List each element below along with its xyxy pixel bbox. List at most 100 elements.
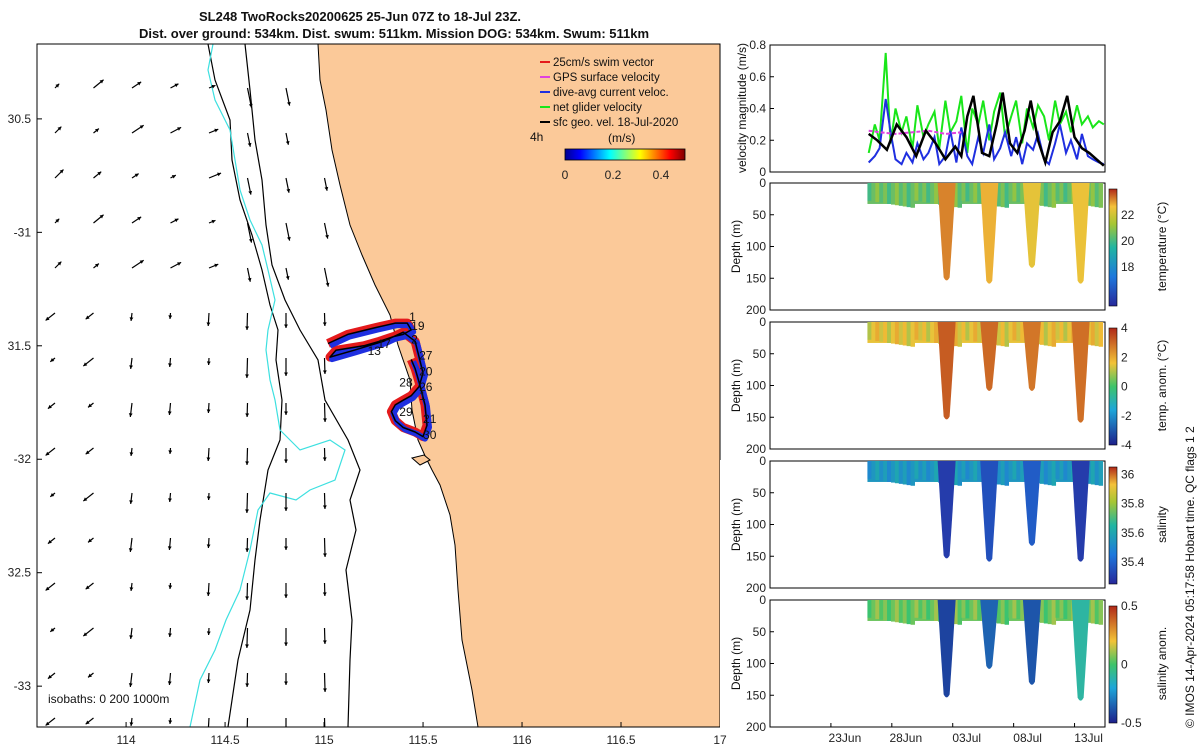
profile-cell <box>910 183 915 208</box>
speed-colorbar-tick-label: 0 <box>562 168 569 182</box>
current-arrow-head <box>211 84 216 89</box>
current-arrow-head <box>248 103 253 108</box>
profile-cell <box>969 600 974 620</box>
profile-y-tick-label: 100 <box>746 518 766 532</box>
profile-cell <box>1090 600 1096 624</box>
profile-y-tick-label: 150 <box>746 271 766 285</box>
current-arrow-head <box>323 553 327 557</box>
profile-cell <box>914 461 919 479</box>
profile-colorbar-tick-label: 2 <box>1121 350 1128 364</box>
profile-y-tick-label: 0 <box>759 315 766 329</box>
profile-cell <box>1067 322 1072 342</box>
profile-cell <box>906 600 912 625</box>
profile-cell <box>930 600 935 621</box>
current-arrow-head <box>50 628 55 632</box>
profile-cell <box>906 183 912 208</box>
profile-cell <box>977 322 982 343</box>
profile-cell <box>1051 461 1057 486</box>
current-arrow-head <box>217 172 222 177</box>
profile-cell <box>1086 600 1092 623</box>
profile-cell <box>953 322 959 347</box>
profile-cell <box>1020 183 1025 203</box>
current-arrow-head <box>137 216 142 221</box>
profile-cell <box>887 183 892 204</box>
profile-cell <box>926 461 931 481</box>
current-arrow-head <box>167 681 172 685</box>
current-arrow-head <box>285 275 290 280</box>
profile-cell <box>1059 461 1064 480</box>
profile-y-tick-label: 200 <box>746 303 766 317</box>
profile-cell <box>1059 322 1064 341</box>
map-x-tick-label: 115.5 <box>408 733 437 747</box>
current-arrow-head <box>83 497 88 502</box>
legend-gps: GPS surface velocity <box>553 72 660 84</box>
profile-cell <box>926 183 931 203</box>
map-x-axis: 114 114.5 115 115.5 116 116.5 17 <box>117 722 727 747</box>
profile-ylabel: Depth (m) <box>729 220 743 273</box>
current-arrow-head <box>206 322 211 326</box>
current-arrow-head <box>88 538 92 543</box>
profile-cell <box>1098 461 1104 486</box>
current-arrow-head <box>322 457 327 461</box>
current-arrow-head <box>245 326 250 330</box>
current-arrow-head <box>284 681 288 685</box>
profile-cell <box>883 600 888 621</box>
current-arrow-head <box>55 83 60 88</box>
profile-cell <box>996 183 1002 207</box>
current-arrow-head <box>88 403 92 408</box>
profile-cell <box>965 322 970 341</box>
profile-cell <box>875 461 880 481</box>
profile-cell <box>1067 183 1072 203</box>
profile-cell <box>977 600 982 621</box>
profile-cell <box>969 461 974 481</box>
current-arrow-head <box>57 126 62 131</box>
day-label: 13 <box>368 344 382 358</box>
profile-cell <box>1059 183 1064 202</box>
profile-cell <box>1000 600 1006 625</box>
current-arrow-head <box>322 592 327 596</box>
profile-cell <box>922 322 927 342</box>
profile-colorbar <box>1108 327 1118 446</box>
profile-cell <box>953 600 959 625</box>
velocity-y-tick-label: 0.8 <box>749 38 766 52</box>
velocity-ylabel: velocity magnitude (m/s) <box>735 43 749 173</box>
current-arrow-head <box>245 596 250 600</box>
profile-cell <box>1000 461 1006 486</box>
profile-cell <box>1039 461 1045 484</box>
cyan-contour <box>189 44 346 727</box>
map-x-tick-label: 114 <box>117 733 136 747</box>
profile-cell <box>910 600 915 625</box>
current-arrow-head <box>248 190 253 195</box>
current-arrow-head <box>206 592 211 596</box>
profile-cell <box>1090 183 1096 207</box>
current-arrow-field <box>45 79 330 727</box>
profile-cell <box>887 322 892 343</box>
profile-panel-salinity: 0 50 100 150 200 Depth (m) 35.4 35.6 35.8 36 salin… <box>729 454 1169 595</box>
profile-y-tick-label: 0 <box>759 593 766 607</box>
profile-cell <box>1016 322 1021 342</box>
current-arrow-head <box>50 493 55 497</box>
time-x-tick-label: 03Jul <box>952 731 981 745</box>
profile-cell <box>1004 600 1010 625</box>
velocity-y-axis: 0 0.2 0.4 0.6 0.8 <box>749 38 774 179</box>
profile-cell <box>1012 322 1017 341</box>
isobath-200m <box>244 44 361 727</box>
current-arrow-head <box>322 322 327 326</box>
speed-colorbar-tick-label: 0.4 <box>653 168 670 182</box>
profile-cell <box>879 600 884 620</box>
map-y-tick-label: -32 <box>14 452 32 466</box>
profile-cell <box>1063 461 1068 481</box>
profile-cell <box>1063 600 1068 620</box>
profile-cell <box>1094 183 1100 208</box>
profile-spike <box>1071 461 1090 562</box>
profile-cell <box>1055 322 1060 340</box>
profile-cell <box>1051 600 1057 625</box>
profile-cell <box>871 322 876 341</box>
profile-cell <box>957 600 962 625</box>
profile-ylabel: Depth (m) <box>729 637 743 690</box>
current-arrow-head <box>286 188 291 193</box>
current-arrow-head <box>245 548 250 552</box>
profile-cell <box>973 461 978 481</box>
profile-y-tick-label: 200 <box>746 581 766 595</box>
